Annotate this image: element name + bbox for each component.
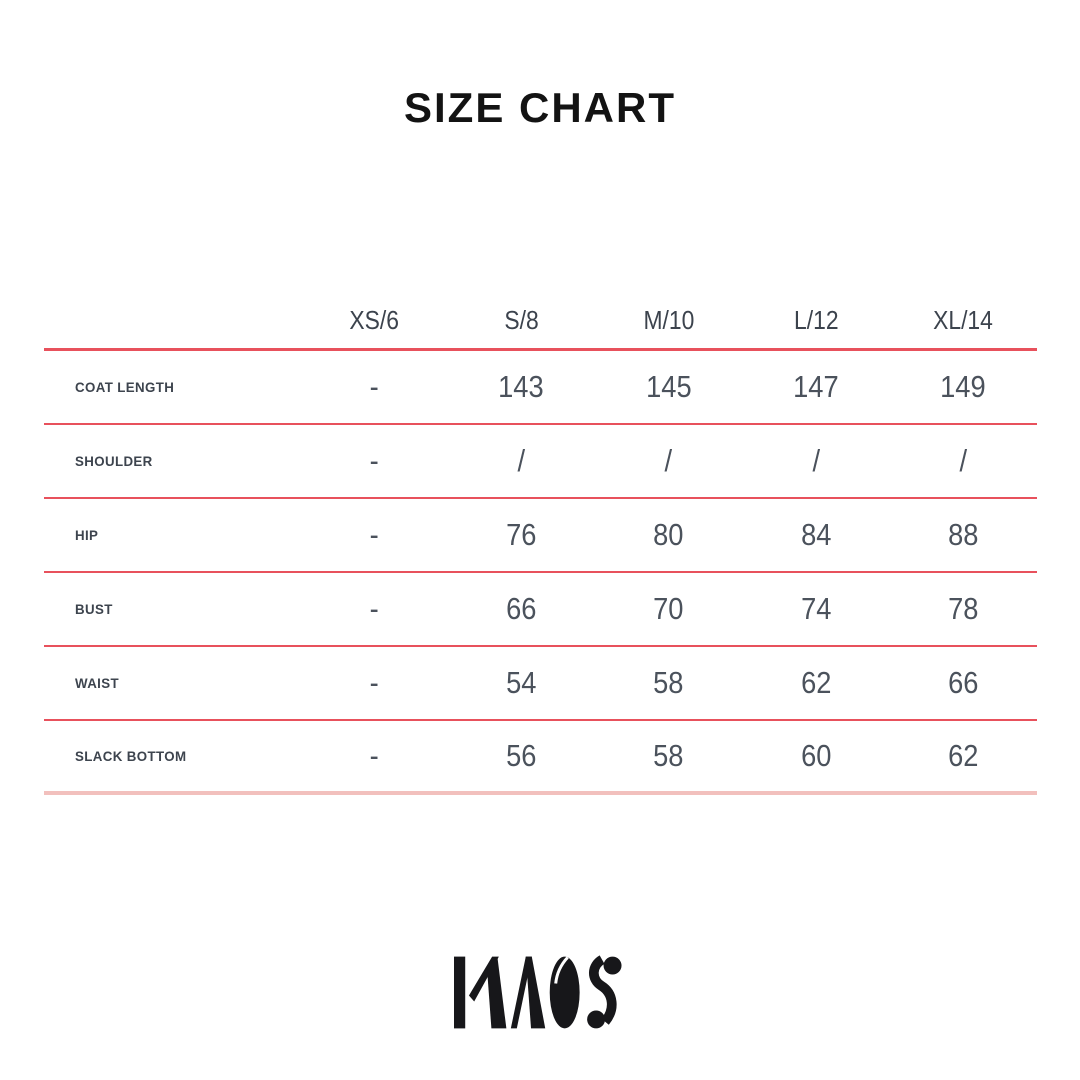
table-cell: - <box>369 738 379 773</box>
row-label: HIP <box>75 527 99 543</box>
table-cell: - <box>369 665 379 700</box>
table-cell: 56 <box>505 738 537 773</box>
table-cell: 149 <box>940 369 987 404</box>
table-row-shoulder: SHOULDER - / / / / <box>44 425 1037 499</box>
table-cell: - <box>369 369 379 404</box>
kaos-logo <box>454 955 626 1035</box>
table-row-coat-length: COAT LENGTH - 143 145 147 149 <box>44 351 1037 425</box>
table-cell: 58 <box>653 738 684 773</box>
header-cell-l: L/12 <box>793 305 839 335</box>
row-label: BUST <box>75 601 113 617</box>
size-table: XS/6 S/8 M/10 L/12 XL/14 COAT LENGTH - 1… <box>44 293 1037 795</box>
table-row-bust: BUST - 66 70 74 78 <box>44 573 1037 647</box>
row-label: COAT LENGTH <box>75 379 175 395</box>
table-cell: 54 <box>505 665 537 700</box>
table-row-slack-bottom: SLACK BOTTOM - 56 58 60 62 <box>44 721 1037 795</box>
table-cell: 143 <box>498 369 544 404</box>
table-cell: 147 <box>793 369 839 404</box>
header-cell-xl: XL/14 <box>933 305 994 335</box>
table-cell: - <box>369 591 379 626</box>
table-cell: 66 <box>505 591 537 626</box>
table-cell: 88 <box>948 517 979 552</box>
table-cell: 78 <box>948 591 979 626</box>
table-cell: 62 <box>800 665 832 700</box>
kaos-logo-mark <box>454 955 622 1029</box>
header-cell-xs: XS/6 <box>348 305 399 335</box>
table-cell: 74 <box>800 591 832 626</box>
table-cell: / <box>959 443 968 478</box>
table-cell: / <box>812 443 820 478</box>
row-label: SLACK BOTTOM <box>75 748 187 764</box>
table-cell: - <box>369 443 379 478</box>
table-cell: 66 <box>948 665 979 700</box>
table-cell: 70 <box>653 591 684 626</box>
table-cell: 62 <box>948 738 979 773</box>
header-cell-s: S/8 <box>503 305 539 335</box>
table-cell: 80 <box>653 517 684 552</box>
table-row-waist: WAIST - 54 58 62 66 <box>44 647 1037 721</box>
table-cell: 58 <box>653 665 684 700</box>
table-cell: / <box>664 443 673 478</box>
table-cell: 76 <box>505 517 537 552</box>
page-title: SIZE CHART <box>404 84 676 131</box>
table-row-hip: HIP - 76 80 84 88 <box>44 499 1037 573</box>
table-cell: / <box>517 443 525 478</box>
header-cell-m: M/10 <box>643 305 694 335</box>
table-header-row: XS/6 S/8 M/10 L/12 XL/14 <box>44 293 1037 351</box>
table-cell: 60 <box>800 738 832 773</box>
row-label: SHOULDER <box>75 453 153 469</box>
row-label: WAIST <box>75 675 120 691</box>
table-cell: 84 <box>800 517 832 552</box>
table-cell: 145 <box>645 369 692 404</box>
table-cell: - <box>369 517 379 552</box>
